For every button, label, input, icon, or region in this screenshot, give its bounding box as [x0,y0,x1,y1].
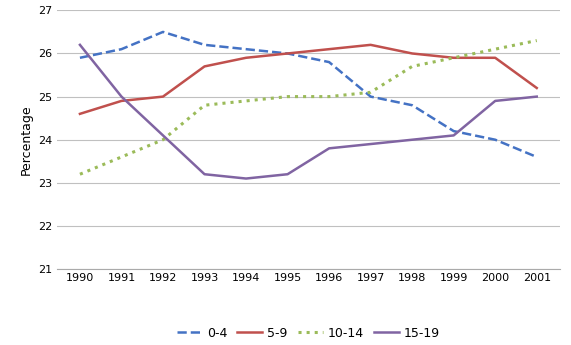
0-4 [325,60,332,64]
0-4 [492,138,498,142]
Line: 0-4: 0-4 [80,32,537,157]
15-19 [367,142,374,146]
10-14 [533,39,540,43]
10-14 [409,64,416,68]
15-19 [533,95,540,99]
10-14 [77,172,83,176]
10-14 [451,56,457,60]
5-9 [451,56,457,60]
10-14 [118,155,125,159]
15-19 [243,176,250,180]
15-19 [201,172,208,176]
10-14 [201,103,208,107]
0-4 [243,47,250,51]
15-19 [325,146,332,150]
0-4 [77,56,83,60]
0-4 [284,51,291,56]
0-4 [451,129,457,133]
0-4 [118,47,125,51]
10-14 [367,90,374,95]
0-4 [533,155,540,159]
0-4 [159,30,166,34]
5-9 [325,47,332,51]
15-19 [159,134,166,138]
Y-axis label: Percentage: Percentage [19,105,33,175]
15-19 [284,172,291,176]
5-9 [77,112,83,116]
5-9 [243,56,250,60]
10-14 [325,95,332,99]
0-4 [201,43,208,47]
10-14 [284,95,291,99]
Line: 15-19: 15-19 [80,45,537,178]
5-9 [533,86,540,90]
15-19 [451,134,457,138]
0-4 [409,103,416,107]
10-14 [492,47,498,51]
5-9 [367,43,374,47]
Legend: 0-4, 5-9, 10-14, 15-19: 0-4, 5-9, 10-14, 15-19 [172,322,445,345]
10-14 [243,99,250,103]
5-9 [201,64,208,68]
10-14 [159,138,166,142]
5-9 [159,95,166,99]
5-9 [118,99,125,103]
5-9 [409,51,416,56]
15-19 [118,95,125,99]
Line: 5-9: 5-9 [80,45,537,114]
5-9 [284,51,291,56]
Line: 10-14: 10-14 [80,41,537,174]
0-4 [367,95,374,99]
15-19 [492,99,498,103]
5-9 [492,56,498,60]
15-19 [409,138,416,142]
15-19 [77,43,83,47]
